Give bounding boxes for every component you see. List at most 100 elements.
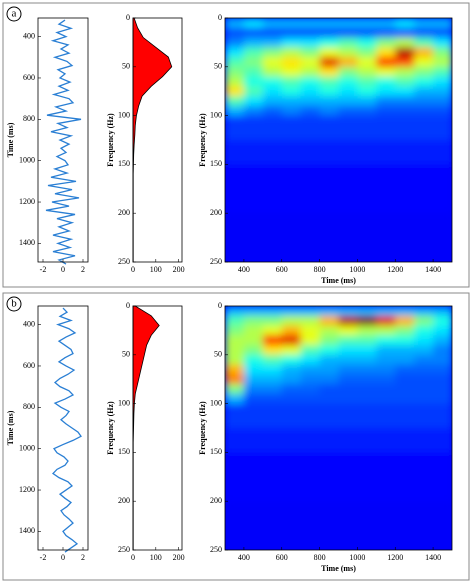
- heatmap-cell: [376, 96, 396, 107]
- heatmap-cell: [243, 501, 264, 550]
- heatmap-cell: [262, 140, 283, 165]
- heatmap-cell: [376, 66, 396, 78]
- heatmap-cell: [262, 354, 283, 366]
- heatmap-cell: [338, 325, 358, 336]
- heatmap-cell: [338, 384, 358, 395]
- heatmap-cell: [414, 364, 434, 375]
- heatmap-cell: [300, 115, 321, 141]
- y-tick-label: 100: [210, 110, 222, 119]
- heatmap-clip: [225, 306, 452, 550]
- heatmap-cell: [319, 428, 339, 453]
- heatmap-cell: [414, 105, 434, 117]
- heatmap-cell: [433, 393, 452, 405]
- heatmap-cell: [414, 18, 434, 29]
- heatmap-cell: [300, 335, 321, 346]
- heatmap-cell: [319, 452, 339, 502]
- y-tick-label: 100: [118, 110, 130, 119]
- heatmap-cell: [395, 428, 415, 453]
- heatmap-cell: [376, 345, 396, 356]
- heatmap-cell: [357, 213, 377, 262]
- y-axis-label: Frequency (Hz): [106, 401, 115, 455]
- heatmap-cell: [414, 37, 434, 48]
- x-tick-label: 0: [61, 553, 65, 562]
- heatmap-cell: [338, 96, 358, 107]
- heatmap-cell: [243, 452, 264, 502]
- heatmap-cell: [357, 306, 377, 317]
- heatmap-cell: [395, 66, 415, 78]
- x-tick-label: 100: [150, 553, 162, 562]
- heatmap-cell: [357, 96, 377, 107]
- heatmap-cell: [395, 501, 415, 550]
- heatmap-cell: [357, 335, 377, 346]
- heatmap-cell: [338, 140, 358, 165]
- heatmap-cell: [319, 501, 339, 550]
- heatmap-cell: [262, 57, 283, 68]
- heatmap-cell: [395, 86, 415, 97]
- heatmap-cell: [300, 428, 321, 453]
- heatmap-cell: [300, 86, 321, 97]
- heatmap-cell: [262, 384, 283, 395]
- heatmap-cell: [262, 428, 283, 453]
- y-tick-label: 1200: [19, 485, 35, 494]
- heatmap-cell: [357, 374, 377, 385]
- heatmap-cell: [433, 76, 452, 87]
- heatmap-cell: [414, 164, 434, 214]
- y-tick-label: 0: [218, 301, 222, 310]
- x-tick-label: 0: [131, 265, 135, 274]
- heatmap-cell: [376, 115, 396, 141]
- heatmap-cell: [300, 27, 321, 39]
- heatmap-cell: [414, 354, 434, 366]
- heatmap-cell: [262, 164, 283, 214]
- heatmap-cell: [376, 374, 396, 385]
- heatmap-cell: [433, 354, 452, 366]
- heatmap-cell: [376, 364, 396, 375]
- heatmap-cell: [262, 96, 283, 107]
- heatmap-cell: [243, 27, 264, 39]
- x-tick-label: 0: [131, 553, 135, 562]
- heatmap-cell: [357, 354, 377, 366]
- y-tick-label: 1000: [19, 156, 35, 165]
- panel-badge: [6, 6, 22, 22]
- heatmap-cell: [319, 384, 339, 395]
- y-tick-label: 600: [23, 361, 35, 370]
- y-tick-label: 0: [218, 13, 222, 22]
- heatmap-cell: [376, 384, 396, 395]
- heatmap-cell: [357, 86, 377, 97]
- heatmap-cell: [357, 47, 377, 58]
- heatmap-cell: [225, 384, 245, 395]
- heatmap-cell: [300, 140, 321, 165]
- heatmap-cell: [319, 393, 339, 405]
- heatmap-cell: [433, 306, 452, 317]
- x-tick-label: 800: [314, 553, 326, 562]
- heatmap-cell: [319, 140, 339, 165]
- heatmap-cell: [414, 57, 434, 68]
- panel-label: b: [11, 298, 17, 310]
- heatmap-cell: [376, 393, 396, 405]
- heatmap-cell: [395, 315, 415, 327]
- heatmap-cell: [281, 140, 302, 165]
- heatmap-cell: [414, 315, 434, 327]
- y-tick-label: 800: [23, 114, 35, 123]
- heatmap-cell: [338, 306, 358, 317]
- heatmap-cell: [225, 345, 245, 356]
- heatmap-cell: [414, 452, 434, 502]
- heatmap-cell: [433, 18, 452, 29]
- heatmap-cell: [319, 345, 339, 356]
- heatmap-cell: [281, 364, 302, 375]
- heatmap-cell: [300, 345, 321, 356]
- heatmap-cell: [319, 47, 339, 58]
- heatmap-cell: [281, 325, 302, 336]
- heatmap-cell: [243, 393, 264, 405]
- heatmap-cell: [225, 105, 245, 117]
- heatmap-cell: [338, 364, 358, 375]
- heatmap-cell: [225, 164, 245, 214]
- heatmap-cell: [414, 325, 434, 336]
- heatmap-cell: [433, 384, 452, 395]
- heatmap-cell: [281, 37, 302, 48]
- heatmap-cells: [225, 306, 452, 550]
- heatmap-cell: [225, 325, 245, 336]
- heatmap-cell: [376, 306, 396, 317]
- heatmap-cell: [395, 140, 415, 165]
- heatmap-cell: [243, 37, 264, 48]
- heatmap-cell: [433, 57, 452, 68]
